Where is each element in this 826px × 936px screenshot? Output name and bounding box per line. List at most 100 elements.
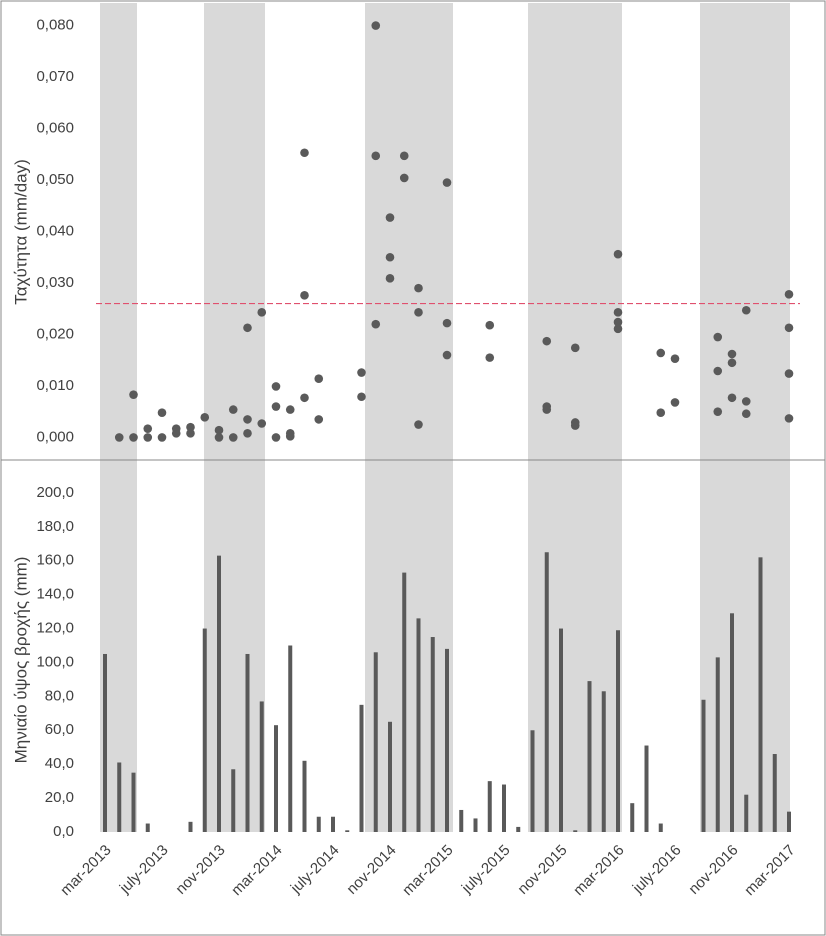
bar xyxy=(231,769,236,832)
bar xyxy=(730,613,734,832)
bar xyxy=(473,818,478,832)
point xyxy=(271,402,281,411)
bar xyxy=(601,691,606,832)
bar xyxy=(573,830,578,832)
bar xyxy=(445,648,449,832)
point xyxy=(214,425,224,435)
bar xyxy=(772,754,777,832)
point xyxy=(670,398,680,407)
bar xyxy=(487,781,492,832)
point xyxy=(485,353,495,362)
point xyxy=(542,405,552,414)
point xyxy=(485,320,495,330)
point xyxy=(228,433,238,442)
bar xyxy=(459,809,464,832)
y-tick-label: 0,030 xyxy=(36,274,74,291)
point xyxy=(613,249,623,259)
bar xyxy=(373,652,378,832)
y-tick-label: 0,040 xyxy=(36,222,74,239)
point xyxy=(200,413,210,422)
point xyxy=(186,428,195,438)
bar xyxy=(715,657,720,832)
bar xyxy=(416,618,421,832)
bar xyxy=(331,816,335,832)
y-tick-label: 160,0 xyxy=(36,552,74,569)
point xyxy=(727,358,737,368)
y-tick-label: 60,0 xyxy=(45,721,74,738)
point xyxy=(186,422,195,432)
point xyxy=(129,390,138,399)
bar xyxy=(516,826,521,832)
point xyxy=(670,354,680,363)
y-tick-label: 180,0 xyxy=(36,518,74,535)
point xyxy=(713,407,723,416)
y-tick-label: 0,0 xyxy=(53,823,74,840)
bar xyxy=(288,645,293,832)
point xyxy=(285,432,295,441)
point xyxy=(570,421,580,430)
y-tick-label: 200,0 xyxy=(36,484,74,501)
point xyxy=(399,173,409,183)
y-tick-label: 0,010 xyxy=(36,377,74,394)
point xyxy=(300,291,309,300)
bar xyxy=(245,653,250,832)
point xyxy=(300,393,309,403)
bar xyxy=(131,772,136,832)
y-axis-title: Ταχύτητα (mm/day) xyxy=(11,159,30,305)
point xyxy=(727,349,737,359)
point xyxy=(357,368,366,377)
point xyxy=(143,433,153,442)
bar xyxy=(359,704,364,832)
point xyxy=(228,405,238,414)
y-tick-label: 0,020 xyxy=(36,325,74,342)
shaded-band xyxy=(365,3,453,832)
point xyxy=(271,433,281,442)
point xyxy=(143,424,153,433)
y-axis-title: Μηνιαίο ύψος βροχής (mm) xyxy=(11,557,30,764)
bar xyxy=(530,730,535,832)
y-tick-label: 0,000 xyxy=(36,428,74,445)
point xyxy=(385,213,395,222)
point xyxy=(285,405,295,414)
bar xyxy=(345,830,350,832)
point xyxy=(371,319,381,329)
point xyxy=(414,420,423,429)
bar xyxy=(430,637,435,832)
point xyxy=(613,324,623,334)
point xyxy=(713,366,723,376)
bar xyxy=(217,555,221,832)
bar xyxy=(202,628,207,832)
bar xyxy=(316,816,321,832)
point xyxy=(314,415,324,424)
y-tick-label: 0,060 xyxy=(36,120,74,137)
bar xyxy=(274,725,278,832)
bar xyxy=(402,572,407,832)
bar xyxy=(587,681,592,832)
point xyxy=(656,348,666,358)
point xyxy=(157,433,167,442)
bar xyxy=(787,811,791,832)
y-tick-label: 100,0 xyxy=(36,653,74,670)
point xyxy=(243,323,252,333)
point xyxy=(114,433,124,442)
point xyxy=(741,409,751,419)
point xyxy=(157,408,167,418)
y-tick-label: 0,070 xyxy=(36,68,74,85)
point xyxy=(784,323,794,333)
y-tick-label: 0,050 xyxy=(36,171,74,188)
y-tick-label: 0,080 xyxy=(36,17,74,34)
bar xyxy=(145,823,150,832)
bar xyxy=(630,803,635,832)
point xyxy=(613,317,623,327)
point xyxy=(784,414,794,423)
shaded-band xyxy=(528,3,622,832)
point xyxy=(171,428,181,438)
point xyxy=(442,350,452,360)
point xyxy=(385,274,395,283)
bar xyxy=(644,745,649,832)
point xyxy=(741,397,751,406)
bar xyxy=(388,721,392,832)
shaded-band xyxy=(204,3,265,832)
bar xyxy=(616,630,620,832)
bar xyxy=(559,628,563,832)
